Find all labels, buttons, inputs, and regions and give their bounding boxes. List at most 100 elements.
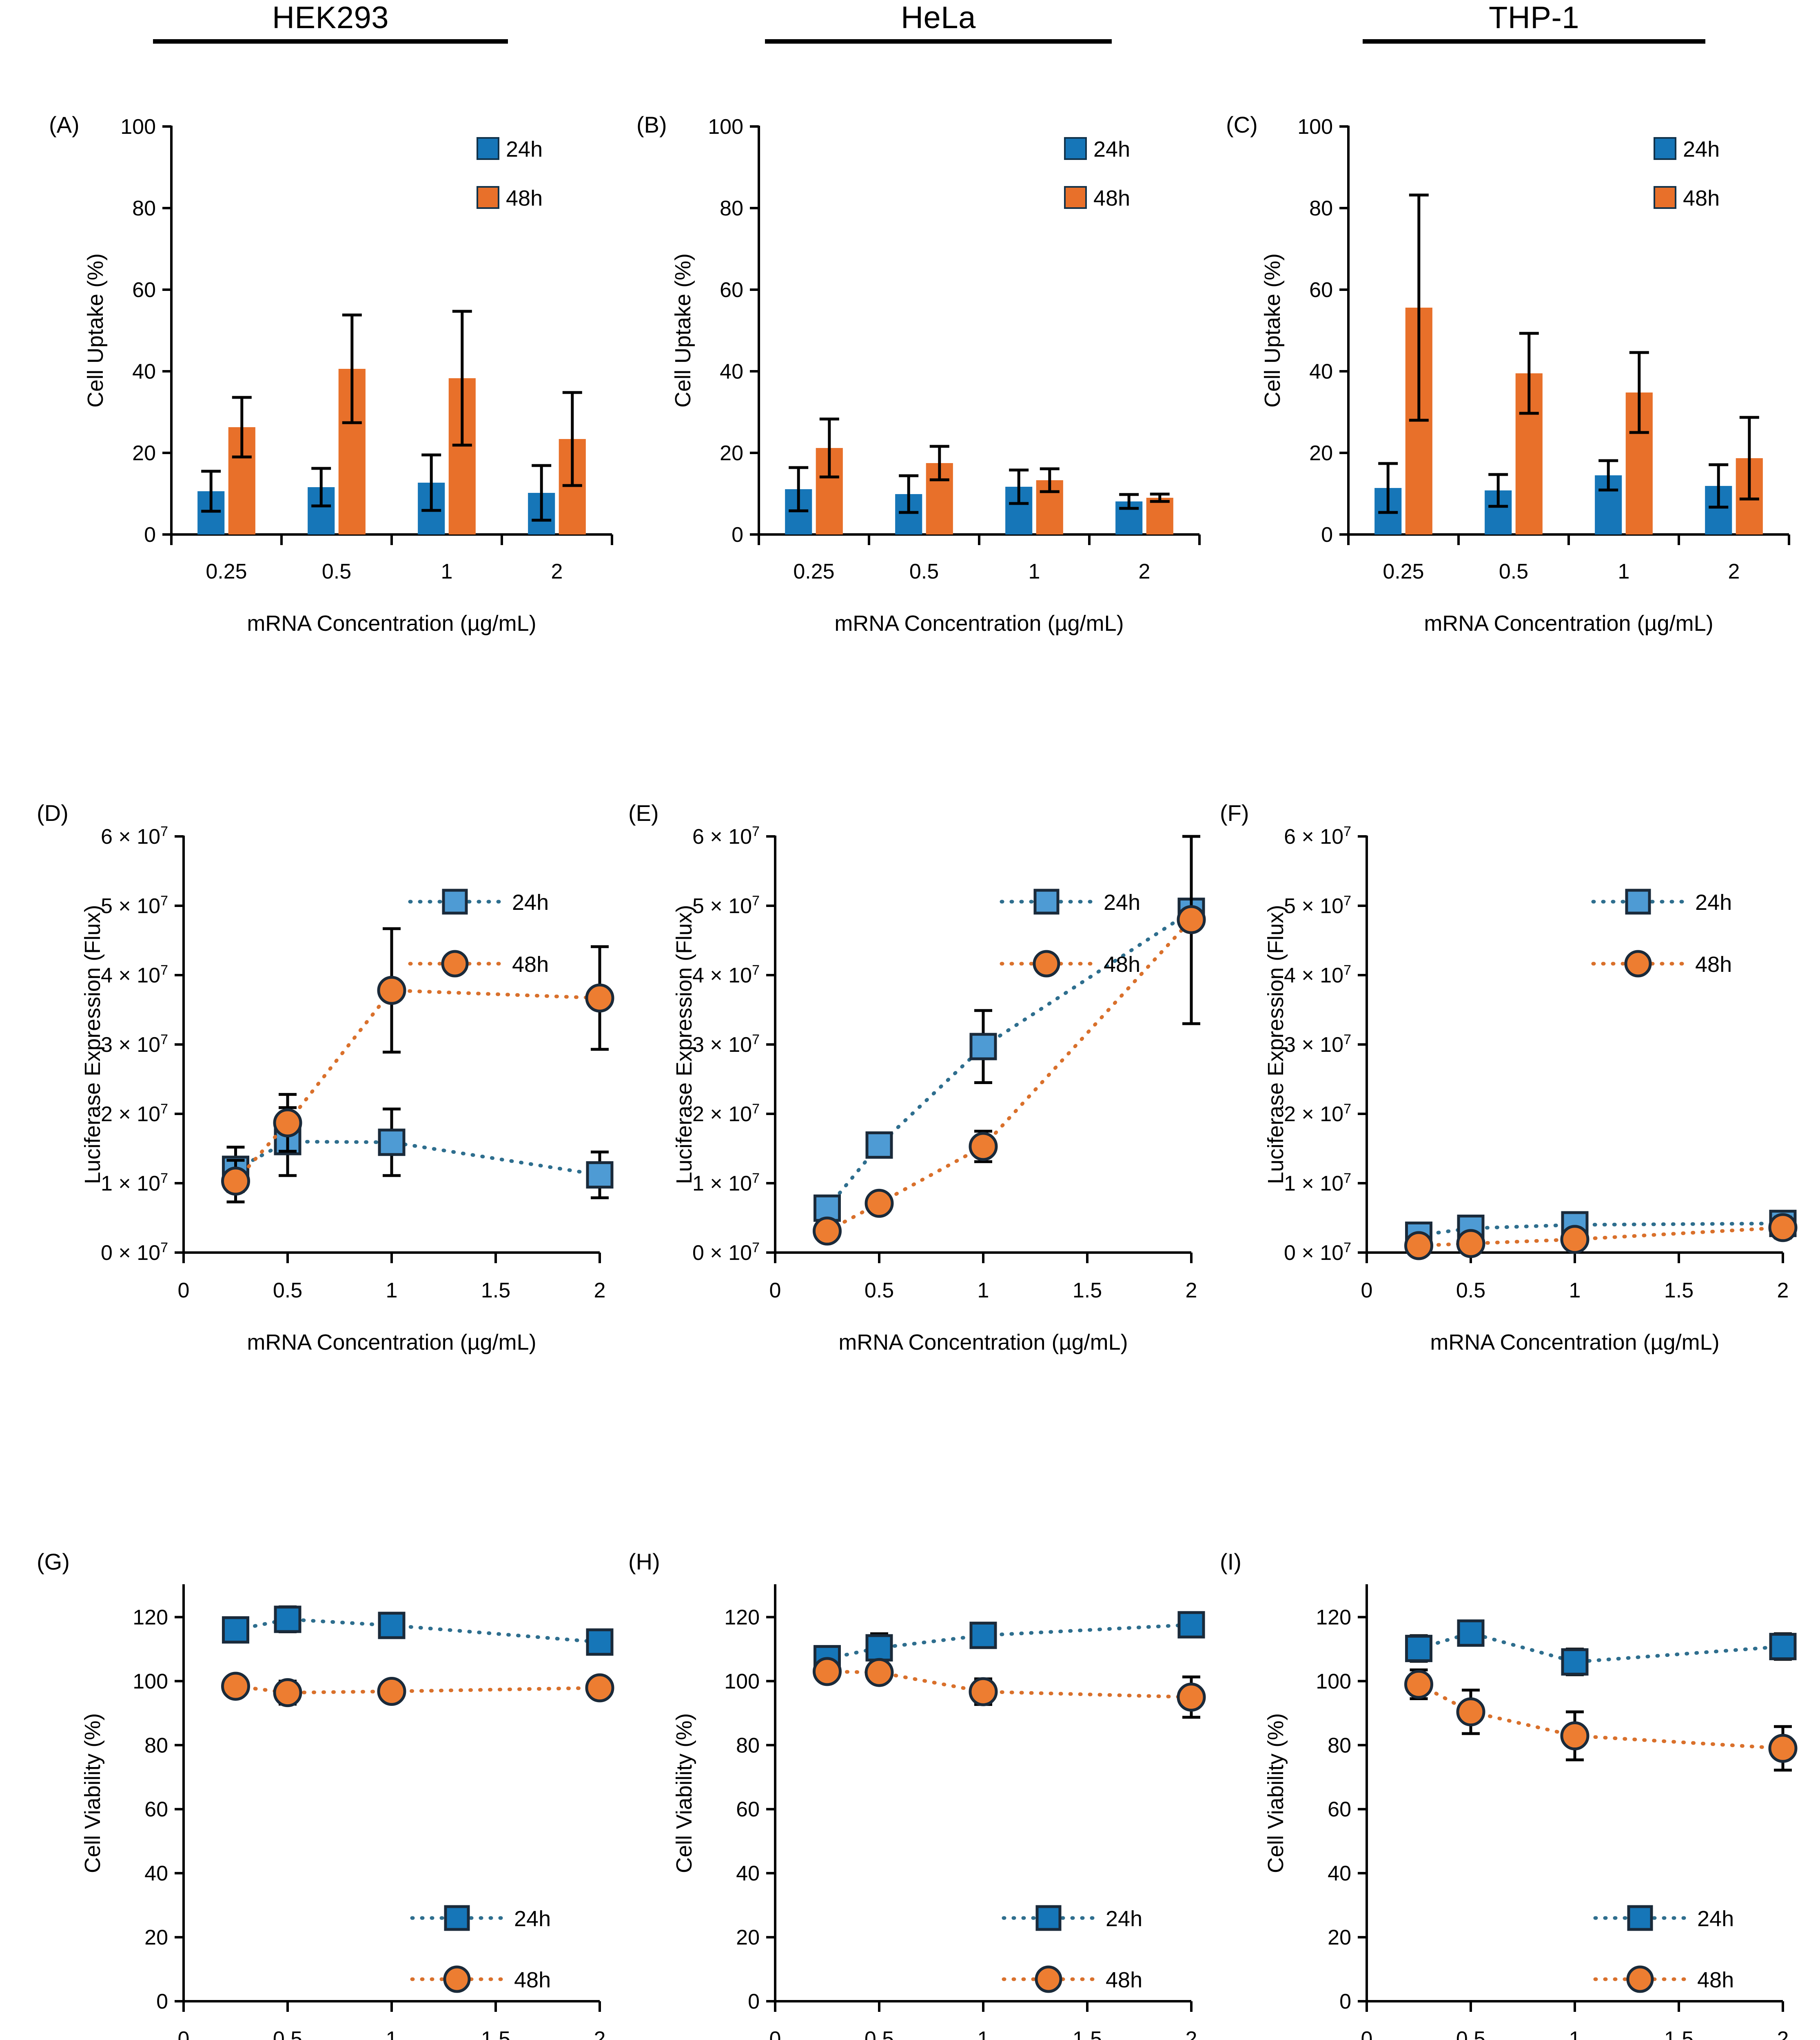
- x-axis-title: mRNA Concentration (µg/mL): [834, 611, 1124, 636]
- series-line: [234, 988, 602, 1183]
- legend-item: 24h: [477, 137, 543, 162]
- panel-f: (F) 0 × 107 1 × 107 2 × 107 3 × 107 4 × 107 5…: [1212, 798, 1803, 1393]
- y-axis-title: Luciferase Expression (Flux): [672, 905, 696, 1184]
- legend-marker: [444, 1905, 470, 1931]
- legend-item: 48h: [1002, 1965, 1142, 1993]
- legend-label: 24h: [1106, 1907, 1142, 1931]
- axis-tick-label: 0: [769, 1279, 781, 1302]
- x-axis-title: mRNA Concentration (µg/mL): [247, 611, 536, 636]
- axis-tick-label: 3 × 107: [692, 1032, 760, 1057]
- axis-tick-label: 0: [156, 1990, 168, 2013]
- axis-tick-label: 1 × 107: [1284, 1171, 1351, 1195]
- legend-label: 24h: [1697, 1907, 1734, 1931]
- series-line: [1417, 1631, 1785, 1664]
- legend-item: 24h: [1591, 889, 1732, 915]
- error-bar: [929, 445, 949, 481]
- error-bar: [532, 464, 552, 522]
- axis-tick-label: 2: [1728, 560, 1740, 583]
- axis-tick-label: 100: [708, 115, 743, 139]
- axis-tick-label: 3 × 107: [1284, 1032, 1351, 1057]
- error-bar: [1598, 459, 1618, 492]
- y-axis-title: Luciferase Expression (Flux): [80, 905, 105, 1184]
- legend-marker: [443, 1965, 471, 1993]
- legend-swatch: [477, 137, 499, 160]
- x-axis-title: mRNA Concentration (µg/mL): [1424, 611, 1713, 636]
- legend-item: 24h: [408, 889, 549, 915]
- column-header-thp1: THP-1: [1257, 2, 1811, 44]
- data-point-marker: [969, 1677, 998, 1706]
- error-bar: [1040, 467, 1060, 493]
- axis-tick-label: 0 × 107: [692, 1240, 760, 1265]
- axis-tick-label: 1.5: [1664, 1279, 1694, 1302]
- column-header-hela: HeLa: [661, 2, 1216, 44]
- panel-b: (B) 0 20 40 60 80 100 0.25 0.5 1 2 mRNA Concentrat…: [628, 102, 1208, 673]
- legend-label: 24h: [506, 137, 543, 162]
- chart-d: 0 × 107 1 × 107 2 × 107 3 × 107 4 × 107 5 × 1…: [80, 824, 614, 1355]
- axis-tick-label: 0.5: [909, 560, 939, 583]
- axis-tick-label: 0: [144, 523, 156, 547]
- axis-tick-label: 60: [144, 1798, 168, 1821]
- axis-tick-label: 2: [1777, 1279, 1789, 1302]
- axis-tick-label: 0.5: [273, 2027, 302, 2040]
- y-axis-title: Cell Uptake (%): [671, 253, 695, 408]
- data-point-marker: [585, 983, 614, 1013]
- axis-tick-label: 2 × 107: [1284, 1101, 1351, 1126]
- series-line: [234, 1140, 602, 1177]
- legend-item: 48h: [1591, 950, 1732, 978]
- bar: [1146, 498, 1173, 534]
- axis-tick-label: 1.5: [481, 2027, 510, 2040]
- axis-tick-label: 1: [1569, 2027, 1581, 2040]
- axis-tick-label: 1: [386, 2027, 398, 2040]
- axis-tick-label: 1.5: [1664, 2027, 1694, 2040]
- series-line: [825, 909, 1193, 1210]
- legend-label: 24h: [1104, 890, 1140, 915]
- data-point-marker: [1560, 1225, 1589, 1254]
- data-point-marker: [813, 1216, 842, 1246]
- column-header-hek293: HEK293: [53, 2, 608, 44]
- panel-d: (D) 0 × 107 1 × 107 2 × 107 3 × 107 4 × 107 5…: [29, 798, 620, 1393]
- axis-tick-label: 60: [1309, 278, 1333, 302]
- x-axis-title: mRNA Concentration (µg/mL): [838, 1330, 1128, 1355]
- legend-marker: [1033, 950, 1060, 978]
- legend-item: 24h: [1064, 137, 1130, 162]
- axis-tick-label: 2 × 107: [101, 1101, 168, 1126]
- data-point-marker: [1561, 1648, 1589, 1676]
- error-bar: [1150, 492, 1170, 503]
- error-bar: [1488, 473, 1508, 508]
- axis-tick-label: 2: [1186, 2027, 1197, 2040]
- legend-item: 48h: [1593, 1965, 1734, 1993]
- legend-marker: [1033, 889, 1060, 915]
- axis-tick-label: 0.5: [1456, 1279, 1485, 1302]
- axis-tick-label: 2: [594, 1279, 606, 1302]
- axis-tick-label: 2: [551, 560, 563, 583]
- axis-tick-label: 6 × 107: [692, 824, 760, 849]
- error-bar: [1119, 493, 1139, 510]
- panel-letter: (B): [636, 112, 667, 137]
- axis-tick-label: 60: [736, 1798, 760, 1821]
- error-bar: [1709, 463, 1729, 509]
- chart-b: 0 20 40 60 80 100 0.25 0.5 1 2 mRNA Concentration …: [671, 115, 1201, 636]
- axis-tick-label: 20: [1309, 441, 1333, 465]
- data-point-marker: [221, 1672, 250, 1701]
- axis-tick-label: 0: [748, 1990, 760, 2013]
- axis-tick-label: 2: [1139, 560, 1151, 583]
- data-point-marker: [585, 1673, 614, 1703]
- data-point-marker: [865, 1634, 893, 1662]
- axis-tick-label: 20: [144, 1926, 168, 1949]
- data-point-marker: [969, 1132, 998, 1161]
- error-bar: [1629, 351, 1649, 434]
- data-point-marker: [969, 1621, 997, 1649]
- data-point-marker: [1177, 1611, 1205, 1639]
- axis-tick-label: 1: [978, 2027, 989, 2040]
- axis-tick-label: 1: [1029, 560, 1040, 583]
- error-bar: [1378, 462, 1398, 514]
- axis-tick-label: 5 × 107: [1284, 893, 1351, 918]
- axis-tick-label: 40: [1328, 1862, 1351, 1885]
- legend-swatch: [1064, 186, 1087, 209]
- y-axis-title: Cell Viability (%): [672, 1713, 696, 1873]
- axis-tick-label: 100: [133, 1670, 168, 1693]
